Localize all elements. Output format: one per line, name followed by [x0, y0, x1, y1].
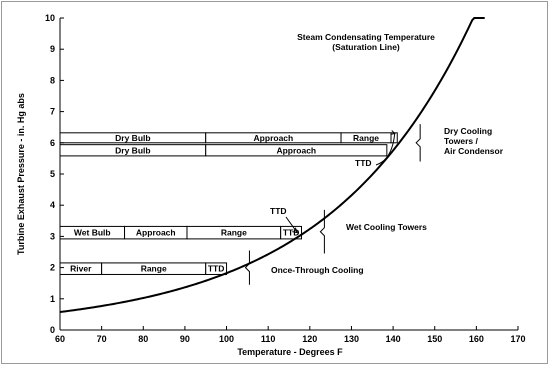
y-tick-label: 5 — [50, 169, 55, 179]
x-tick-label: 120 — [302, 334, 317, 344]
segment-label: TTD — [208, 264, 225, 274]
annotation-ttd-wet: TTD — [270, 206, 287, 216]
segment-approach — [205, 144, 388, 157]
segment-bar-dry_1: Dry Bulb Approach Range — [59, 132, 398, 144]
annotation-ttd-dry: TTD — [355, 158, 372, 168]
brace — [244, 250, 250, 285]
annotation-once-through: Once-Through Cooling — [271, 265, 364, 275]
y-tick-label: 7 — [50, 107, 55, 117]
x-tick-label: 100 — [219, 334, 234, 344]
segment-label: Dry Bulb — [115, 145, 150, 155]
y-tick-label: 10 — [45, 13, 55, 23]
x-tick-label: 170 — [510, 334, 525, 344]
ttd-dry-arrowhead — [390, 130, 396, 135]
x-tick-label: 150 — [427, 334, 442, 344]
y-tick-label: 0 — [50, 325, 55, 335]
segment-label: Wet Bulb — [74, 228, 111, 238]
brace — [319, 209, 325, 254]
segment-label: Approach — [254, 133, 294, 143]
brace — [415, 124, 421, 162]
annotation-dry-towers: Dry Cooling Towers / Air Condensor — [444, 126, 504, 156]
segment-bar-wet: Wet Bulb Approach Range TTD — [59, 225, 302, 240]
y-tick-label: 1 — [50, 294, 55, 304]
ttd-wet-arrowhead — [292, 227, 299, 234]
x-axis-label: Temperature - Degrees F — [237, 347, 343, 357]
segment-ttd — [205, 262, 228, 275]
x-tick-label: 110 — [261, 334, 276, 344]
y-tick-label: 3 — [50, 231, 55, 241]
segment-label: Range — [141, 264, 167, 274]
x-tick-label: 160 — [469, 334, 484, 344]
segment-label: River — [70, 264, 92, 274]
segment-label: Approach — [276, 145, 316, 155]
y-tick-label: 2 — [50, 263, 55, 273]
segment-label: Range — [353, 133, 379, 143]
segment-label: TTD — [283, 228, 300, 238]
x-tick-label: 60 — [55, 334, 65, 344]
segment-bar-once: River Range TTD — [59, 262, 228, 275]
axes: 60 70 80 90 100 110 120 130 140 150 160 170 0 1 2 3 4 5 6 7… — [45, 13, 526, 344]
annotation-saturation: Steam Condensating Temperature (Saturatio… — [297, 32, 435, 52]
ttd-wet-arrow — [285, 216, 298, 233]
annotations: Steam Condensating Temperature (Saturatio… — [244, 32, 504, 285]
y-tick-label: 9 — [50, 44, 55, 54]
saturation-line — [59, 17, 485, 313]
y-axis-label: Turbine Exhaust Pressure - in. Hg abs — [16, 93, 26, 255]
x-tick-label: 70 — [97, 334, 107, 344]
y-tick-label: 4 — [50, 200, 55, 210]
x-tick-label: 130 — [344, 334, 359, 344]
y-tick-label: 6 — [50, 138, 55, 148]
annotation-wet-towers: Wet Cooling Towers — [346, 222, 427, 232]
y-tick-label: 8 — [50, 75, 55, 85]
segment-label: Range — [221, 228, 247, 238]
x-tick-label: 140 — [386, 334, 401, 344]
segment-bar-dry_2: Dry Bulb Approach — [59, 144, 388, 157]
x-tick-label: 80 — [138, 334, 148, 344]
segment-label: Approach — [136, 228, 176, 238]
ttd-dry-arrow — [375, 133, 396, 166]
segment-label: Dry Bulb — [115, 133, 150, 143]
x-tick-label: 90 — [180, 334, 190, 344]
